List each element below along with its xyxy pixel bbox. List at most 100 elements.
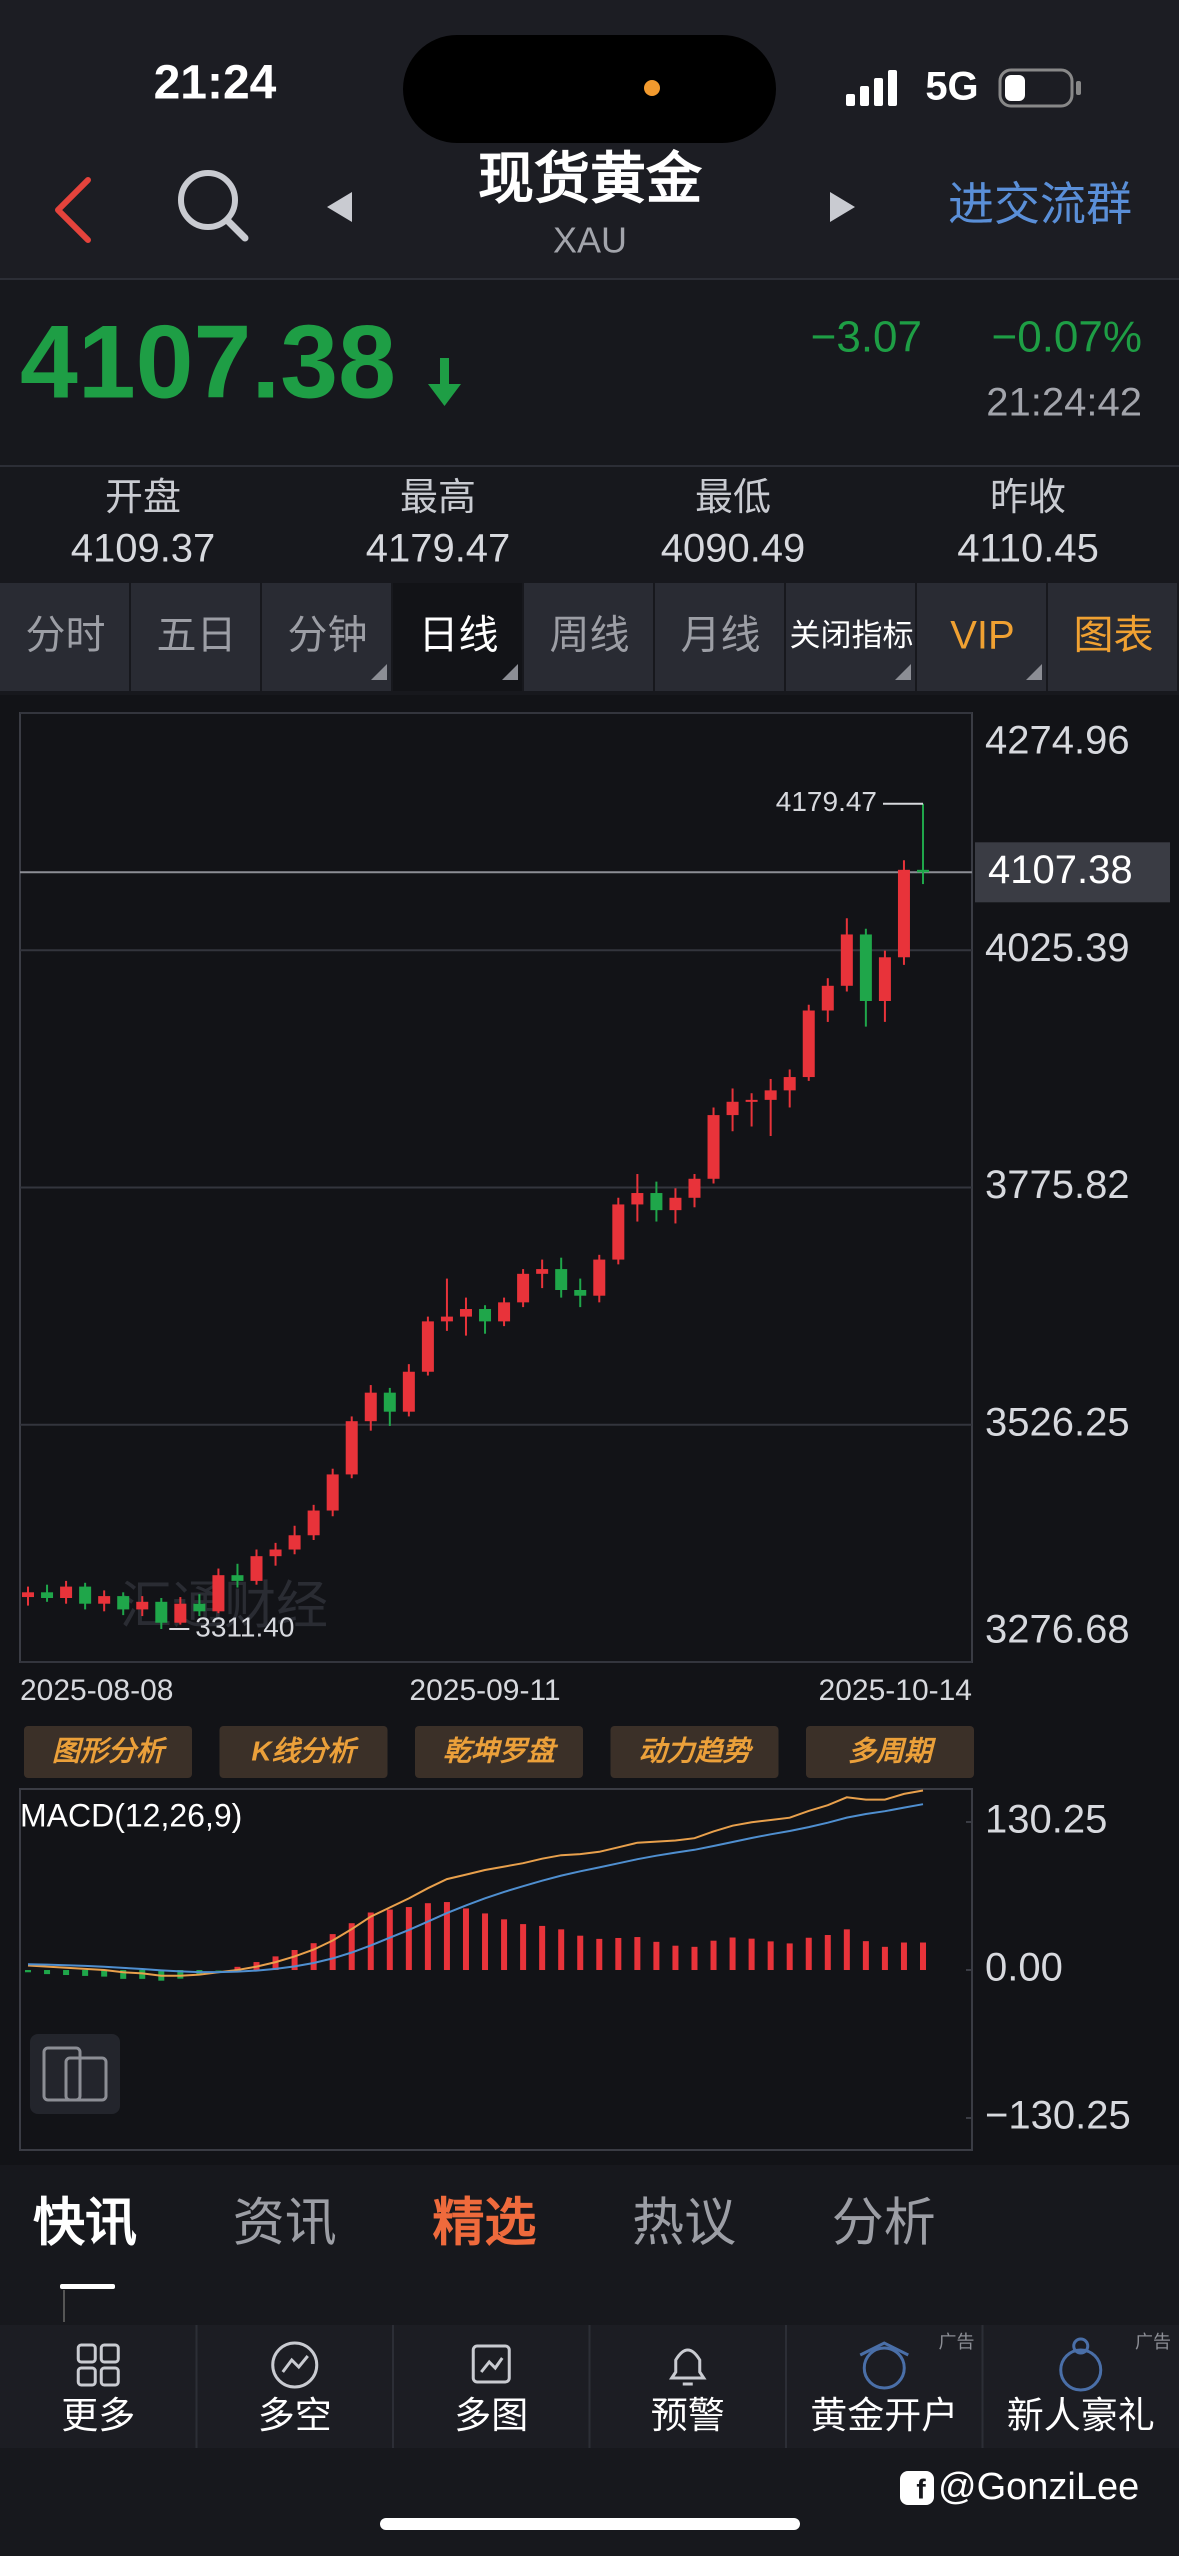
macd-bar <box>843 1929 850 1971</box>
search-button[interactable] <box>178 170 249 242</box>
candle-body <box>650 1193 663 1211</box>
period-tab[interactable]: 日线 <box>419 614 499 658</box>
stat-label: 最低 <box>695 477 771 519</box>
nav-icon[interactable] <box>1059 2337 1103 2392</box>
macd-bar <box>615 1937 622 1971</box>
back-button[interactable] <box>55 177 91 243</box>
x-tick-label: 2025-08-08 <box>20 1674 173 1707</box>
nav-label[interactable]: 预警 <box>651 2395 725 2436</box>
nav-icon[interactable] <box>271 2341 319 2389</box>
news-tab[interactable]: 分析 <box>832 2195 936 2253</box>
macd-bar <box>824 1935 831 1971</box>
candle-body <box>574 1289 587 1296</box>
tab-bg <box>393 583 522 691</box>
news-tab[interactable]: 热议 <box>632 2195 736 2253</box>
candle-body <box>307 1510 320 1536</box>
nav-label[interactable]: 多空 <box>258 2395 332 2436</box>
network: 5G <box>925 65 978 109</box>
nav-label[interactable]: 新人豪礼 <box>1007 2395 1155 2436</box>
macd-bar <box>805 1937 812 1971</box>
macd-bar <box>82 1970 89 1976</box>
candle-body <box>60 1586 73 1599</box>
stat-label: 最高 <box>400 477 476 519</box>
nav-icon[interactable] <box>471 2344 511 2384</box>
period-tab[interactable]: 图表 <box>1074 614 1154 658</box>
macd-bar <box>291 1950 298 1971</box>
tool-button[interactable]: 动力趋势 <box>638 1735 753 1766</box>
macd-bar <box>329 1934 336 1971</box>
macd-bar <box>177 1970 184 1979</box>
macd-bar <box>348 1923 355 1971</box>
nav-label[interactable]: 黄金开户 <box>810 2395 958 2436</box>
tool-button[interactable]: K线分析 <box>251 1735 359 1766</box>
candle-body <box>726 1101 739 1116</box>
dropdown-mark <box>895 664 911 680</box>
y-tick-label: 3775.82 <box>985 1163 1130 1207</box>
dropdown-mark <box>371 664 387 680</box>
change-pct: −0.07% <box>992 313 1142 362</box>
x-tick-label: 2025-09-11 <box>409 1674 560 1707</box>
status-time: 21:24 <box>154 57 277 110</box>
header-symbol: XAU <box>553 220 627 261</box>
macd-bar <box>310 1943 317 1971</box>
dropdown-mark <box>502 664 518 680</box>
news-tab[interactable]: 资讯 <box>233 2195 337 2253</box>
layout-toggle[interactable] <box>30 2034 120 2114</box>
tool-button-bg[interactable] <box>219 1726 388 1778</box>
macd-bar <box>748 1938 755 1971</box>
tab-bg <box>786 583 915 691</box>
tool-button[interactable]: 图形分析 <box>52 1735 168 1766</box>
tab-bg <box>1048 583 1177 691</box>
stat-value: 4090.49 <box>661 527 806 571</box>
period-tab[interactable]: 分时 <box>26 614 106 658</box>
candle-body <box>821 985 834 1011</box>
nav-icon[interactable] <box>859 2341 909 2390</box>
macd-bar <box>786 1943 793 1971</box>
candle-body <box>764 1090 777 1100</box>
period-tab[interactable]: 周线 <box>550 614 630 658</box>
macd-bar <box>577 1935 584 1971</box>
tab-bg <box>655 583 784 691</box>
prev-button[interactable] <box>327 192 352 222</box>
tool-button-bg[interactable] <box>24 1726 192 1778</box>
macd-bar <box>501 1919 508 1971</box>
period-tab[interactable]: 月线 <box>681 614 761 658</box>
candle-body <box>859 934 872 1002</box>
tool-button-bg[interactable] <box>415 1726 583 1778</box>
news-tab[interactable]: 精选 <box>432 2195 536 2253</box>
candle-body <box>269 1549 282 1557</box>
nav-label[interactable]: 多图 <box>454 2395 528 2436</box>
macd-bar <box>710 1940 717 1971</box>
stat-label: 昨收 <box>990 477 1066 519</box>
period-tab[interactable]: 分钟 <box>288 614 368 658</box>
period-tab[interactable]: 关闭指标 <box>790 618 914 653</box>
nav-icon[interactable] <box>668 2348 707 2386</box>
candle-body <box>459 1309 472 1317</box>
nav-label[interactable]: 更多 <box>61 2395 135 2436</box>
macd-bar <box>767 1941 774 1971</box>
macd-bar <box>539 1925 546 1971</box>
macd-line <box>27 1803 924 1974</box>
candle-body <box>612 1204 625 1260</box>
tool-button[interactable]: 乾坤罗盘 <box>443 1735 559 1766</box>
candle-body <box>421 1321 434 1372</box>
period-tab[interactable]: VIP <box>950 614 1014 658</box>
next-button[interactable] <box>830 192 855 222</box>
period-tab[interactable]: 五日 <box>157 614 237 658</box>
quote-time: 21:24:42 <box>986 381 1142 425</box>
macd-bar <box>596 1938 603 1971</box>
macd-bar <box>386 1909 393 1971</box>
news-tab[interactable]: 快讯 <box>33 2195 137 2253</box>
group-button[interactable]: 进交流群 <box>948 178 1132 230</box>
macd-bar <box>920 1942 926 1971</box>
candle-body <box>22 1592 34 1598</box>
macd-bar <box>443 1902 450 1971</box>
macd-bar <box>367 1912 374 1971</box>
nav-icon[interactable] <box>76 2343 120 2387</box>
candle-body <box>917 869 929 873</box>
y-tick-label: 3276.68 <box>985 1608 1130 1652</box>
tool-button[interactable]: 多周期 <box>848 1735 937 1766</box>
tool-button-bg[interactable] <box>806 1726 974 1778</box>
tool-button-bg[interactable] <box>610 1726 779 1778</box>
macd-bar <box>139 1970 146 1979</box>
